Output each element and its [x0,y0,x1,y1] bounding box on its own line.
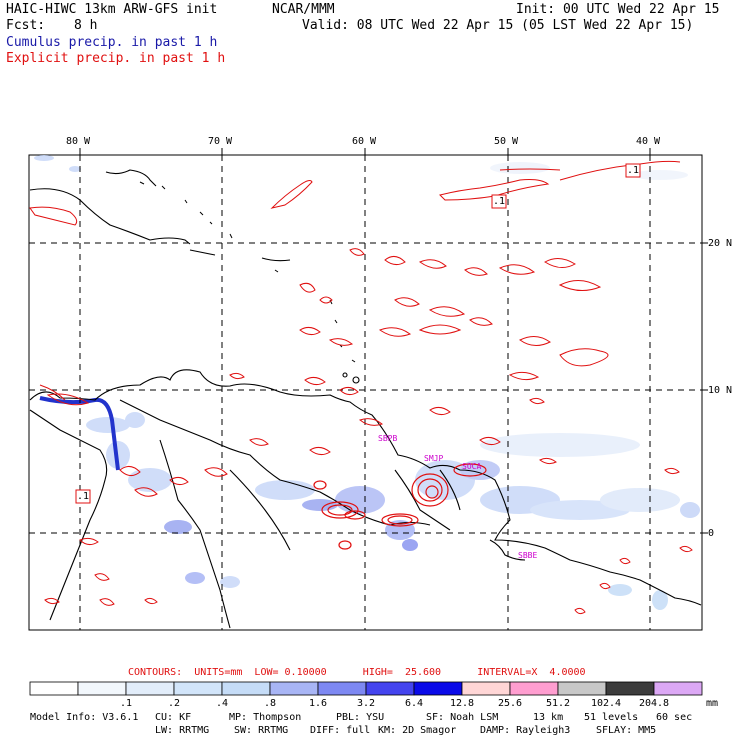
lon-label-80w: 80 W [66,136,91,147]
station-sbpb: SBPB [378,434,398,443]
colorbar-swatch [653,681,703,696]
colorbar-swatch [413,681,463,696]
coastlines [29,169,702,629]
contours-info: CONTOURS: UNITS=mm LOW= 0.10000 HIGH= 25… [128,667,586,678]
model-info-levels: 51 levels [584,712,639,723]
model-info-sf: SF: Noah LSM [426,712,499,723]
lat-lon-grid [29,155,702,630]
colorbar-swatch [29,681,79,696]
colorbar-label: 204.8 [638,698,670,709]
init-time: Init: 00 UTC Wed 22 Apr 15 [516,2,720,17]
colorbar-label: 102.4 [590,698,622,709]
colorbar-unit: mm [706,698,719,709]
colorbar-label: .2 [167,698,181,709]
colorbar-label: 6.4 [404,698,424,709]
model-info-timestep: 60 sec [656,712,693,723]
lat-label-0: 0 [708,528,715,539]
model-info-mp: MP: Thompson [229,712,302,723]
contour-label-boxes [75,163,641,504]
colorbar-swatch [221,681,271,696]
org-label: NCAR/MMM [272,2,335,17]
colorbar-swatch [77,681,127,696]
model-info-sflay: SFLAY: MM5 [596,725,657,736]
station-soca: SOCA [462,462,482,471]
island-marks [139,181,356,363]
colorbar [29,681,703,696]
colorbar-label: 12.8 [449,698,475,709]
model-info-cu: CU: KF [155,712,192,723]
lon-label-40w: 40 W [636,136,661,147]
model-info-sw: SW: RRTMG [234,725,289,736]
fcst-label: Fcst: [6,18,46,33]
model-info-lw: LW: RRTMG [155,725,210,736]
explicit-legend: Explicit precip. in past 1 h [6,51,226,66]
colorbar-label: 1.6 [308,698,328,709]
colorbar-swatch [605,681,655,696]
model-info-damp: DAMP: Rayleigh3 [480,725,571,736]
lat-label-20n: 20 N [708,238,733,249]
contour-value-label-3: .1 [77,491,90,502]
lat-label-10n: 10 N [708,385,733,396]
colorbar-label: .8 [263,698,277,709]
valid-time: Valid: 08 UTC Wed 22 Apr 15 (05 LST Wed … [302,18,694,33]
model-info-version: Model Info: V3.6.1 [30,712,139,723]
model-info-pbl: PBL: YSU [336,712,385,723]
station-sbbe: SBBE [518,551,538,560]
cumulus-legend: Cumulus precip. in past 1 h [6,35,218,50]
heavy-precip-cores [313,463,487,550]
model-info-diff: DIFF: full [310,725,371,736]
model-title: HAIC-HIWC 13km ARW-GFS init [6,2,218,17]
model-info-res: 13 km [533,712,564,723]
colorbar-swatch [269,681,319,696]
colorbar-swatch [317,681,367,696]
model-info-km: KM: 2D Smagor [378,725,457,736]
lon-label-70w: 70 W [208,136,233,147]
explicit-precip-contours [29,160,693,615]
contour-value-label-2: .1 [627,165,640,176]
colorbar-swatch [461,681,511,696]
lon-label-60w: 60 W [352,136,377,147]
colorbar-swatch [557,681,607,696]
colorbar-label: 3.2 [356,698,376,709]
contour-value-label-1: .1 [493,196,506,207]
station-smjp: SMJP [424,454,444,463]
cumulus-precip-areas [34,155,700,610]
colorbar-swatch [509,681,559,696]
colorbar-label: 25.6 [497,698,523,709]
colorbar-label: .4 [215,698,229,709]
colorbar-swatch [125,681,175,696]
lon-label-50w: 50 W [494,136,519,147]
colorbar-label: 51.2 [545,698,571,709]
colorbar-swatch [173,681,223,696]
colorbar-swatch [365,681,415,696]
fcst-value: 8 h [74,18,98,33]
colorbar-label: .1 [119,698,133,709]
